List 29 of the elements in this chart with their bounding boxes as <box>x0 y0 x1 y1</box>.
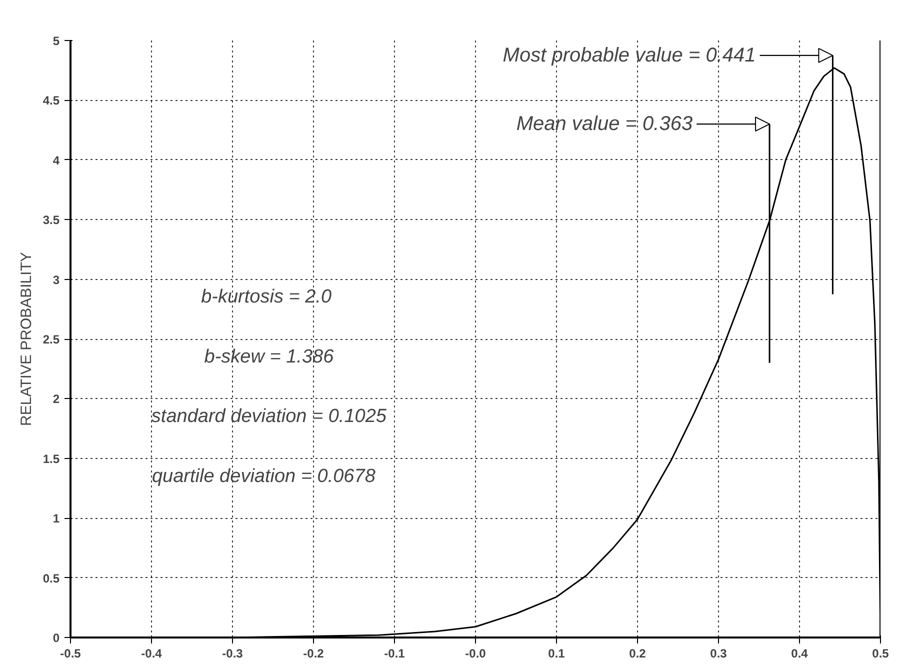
y-tick-label: 4.5 <box>42 94 60 108</box>
y-tick-label: 2.5 <box>42 332 60 346</box>
x-tick-label: 0.4 <box>791 646 808 660</box>
y-tick-label: 4 <box>52 153 60 168</box>
y-tick-label: 1.5 <box>42 452 60 466</box>
annotation: standard deviation = 0.1025 <box>151 406 387 428</box>
y-tick-label: 1 <box>52 512 60 526</box>
y-tick-label: 0 <box>52 631 60 645</box>
x-tick-label: 0.1 <box>548 646 566 660</box>
annotation: b-kurtosis = 2.0 <box>201 286 332 308</box>
y-tick-label: 3 <box>52 272 60 287</box>
y-tick-label: 2 <box>52 392 60 406</box>
x-tick-label: 0.3 <box>710 646 728 660</box>
x-tick-label: -0.3 <box>222 646 244 660</box>
x-tick-label: -0.0 <box>465 646 486 660</box>
x-tick-label: 0.5 <box>872 646 890 660</box>
y-axis-title: RELATIVE PROBABILITY <box>18 252 35 426</box>
x-tick-label: -0.2 <box>303 646 324 660</box>
x-tick-label: -0.4 <box>141 646 162 660</box>
y-tick-label: 0.5 <box>42 571 60 586</box>
x-tick-label: 0.2 <box>629 646 646 660</box>
y-tick-label: 5 <box>52 34 60 48</box>
annotation: quartile deviation = 0.0678 <box>152 466 376 487</box>
annotation: b-skew = 1.386 <box>204 346 334 368</box>
x-tick-label: -0.5 <box>60 646 82 660</box>
x-tick-label: -0.1 <box>384 646 406 660</box>
ref-line-label: Mean value = 0.363 <box>516 113 693 136</box>
y-tick-label: 3.5 <box>42 213 60 228</box>
ref-line-label: Most probable value = 0.441 <box>502 44 756 66</box>
